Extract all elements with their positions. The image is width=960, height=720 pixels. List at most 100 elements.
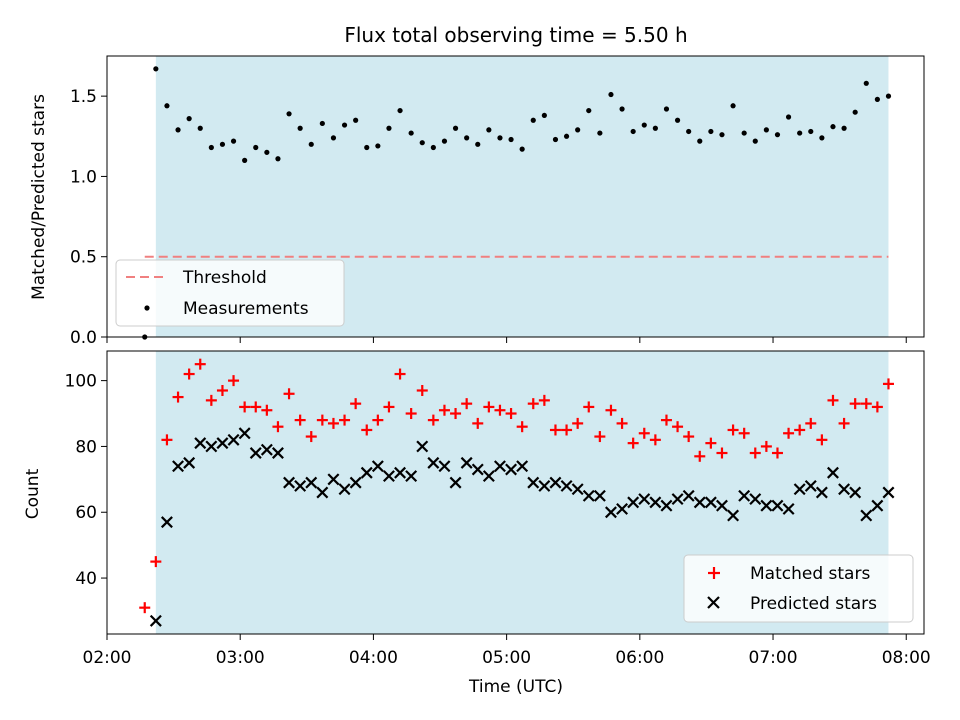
predicted-star-point	[183, 456, 196, 469]
legend-predicted-label: Predicted stars	[750, 594, 877, 614]
x-axis-label: Time (UTC)	[468, 677, 563, 697]
measurement-point	[819, 135, 825, 141]
predicted-star-point	[360, 466, 373, 479]
matched-star-point	[649, 434, 661, 446]
matched-star-point	[638, 427, 650, 439]
matched-star-point	[150, 556, 162, 568]
measurement-point	[619, 106, 625, 112]
predicted-star-point	[649, 496, 662, 509]
matched-star-point	[527, 398, 539, 410]
measurement-point	[552, 136, 559, 143]
measurement-point	[663, 106, 670, 112]
measurement-point	[242, 157, 248, 163]
predicted-star-point	[682, 489, 695, 502]
measurement-point	[308, 141, 314, 147]
predicted-star-point	[549, 476, 562, 489]
measurement-point	[197, 125, 203, 131]
predicted-star-point	[815, 486, 828, 499]
predicted-star-point	[482, 470, 495, 483]
matched-star-point	[672, 421, 684, 433]
matched-star-point	[627, 437, 639, 449]
measurement-point	[575, 127, 581, 133]
count-legend-box	[683, 554, 914, 623]
predicted-star-point	[871, 499, 884, 512]
measurement-point	[519, 146, 525, 152]
matched-star-point	[250, 401, 262, 413]
count-legend: Matched stars Predicted stars	[683, 554, 914, 623]
x-tick-label: 02:00	[83, 648, 132, 668]
matched-star-point	[594, 431, 606, 443]
matched-star-point	[838, 417, 850, 429]
matched-star-point	[239, 401, 251, 413]
matched-stars-series	[139, 358, 894, 614]
measurement-point	[353, 117, 359, 123]
matched-star-point	[194, 358, 206, 370]
measurement-point	[597, 130, 603, 136]
predicted-star-point	[394, 466, 407, 479]
predicted-star-point	[205, 440, 218, 453]
measurement-point	[319, 120, 325, 127]
predicted-star-point	[760, 499, 773, 512]
count-y-axis: 40 60 80 100	[65, 372, 107, 589]
matched-star-point	[361, 424, 373, 436]
ratio-legend: Threshold Measurements	[115, 259, 345, 327]
predicted-star-point	[627, 496, 640, 509]
matched-star-point	[882, 378, 894, 390]
legend-predicted-swatch	[707, 596, 720, 609]
predicted-star-point	[582, 489, 595, 502]
matched-star-point	[849, 398, 861, 410]
matched-star-point	[549, 424, 561, 436]
predicted-star-point	[804, 479, 817, 492]
matched-star-point	[794, 424, 806, 436]
measurement-point	[608, 91, 614, 98]
matched-star-point	[461, 398, 473, 410]
predicted-star-point	[493, 460, 506, 473]
measurement-point	[397, 107, 403, 114]
x-tick-label: 06:00	[615, 648, 664, 668]
measurement-point	[219, 141, 226, 147]
matched-star-point	[705, 437, 717, 449]
count-x-axis: 02:00 03:00 04:00 05:00 06:00 07:00 08:00	[83, 634, 931, 668]
predicted-star-point	[460, 456, 473, 469]
predicted-star-point	[715, 499, 728, 512]
matched-star-point	[738, 427, 750, 439]
measurement-point	[486, 127, 492, 133]
matched-star-point	[561, 424, 573, 436]
measurement-point	[785, 114, 792, 120]
matched-star-point	[305, 431, 317, 443]
predicted-star-point	[283, 476, 296, 489]
measurement-point	[841, 125, 847, 131]
predicted-star-point	[305, 476, 318, 489]
predicted-star-point	[405, 470, 418, 483]
predicted-star-point	[704, 496, 717, 509]
measurement-point	[874, 96, 880, 102]
ratio-y-tick-label: 0.0	[70, 328, 97, 348]
predicted-star-point	[349, 476, 362, 489]
matched-star-point	[294, 414, 306, 426]
matched-star-point	[860, 398, 872, 410]
measurement-point	[164, 103, 170, 109]
count-y-axis-label: Count	[23, 468, 43, 519]
matched-star-point	[339, 414, 351, 426]
predicted-star-point	[860, 509, 873, 522]
measurement-point	[186, 116, 192, 122]
matched-star-point	[427, 414, 439, 426]
measurement-point	[808, 128, 814, 135]
legend-matched-swatch	[708, 567, 720, 579]
predicted-star-point	[449, 476, 462, 489]
predicted-star-point	[338, 483, 351, 496]
measurement-point	[508, 136, 514, 143]
measurement-point	[452, 125, 459, 131]
measurement-point	[830, 124, 836, 130]
measurement-point	[275, 156, 281, 162]
predicted-star-point	[260, 443, 273, 456]
matched-star-point	[405, 408, 417, 420]
matched-star-point	[161, 434, 173, 446]
matched-star-point	[228, 375, 240, 387]
matched-star-point	[505, 408, 517, 420]
measurement-point	[674, 117, 681, 123]
measurement-point	[408, 130, 414, 136]
predicted-star-point	[271, 447, 284, 459]
matched-star-point	[438, 404, 450, 416]
